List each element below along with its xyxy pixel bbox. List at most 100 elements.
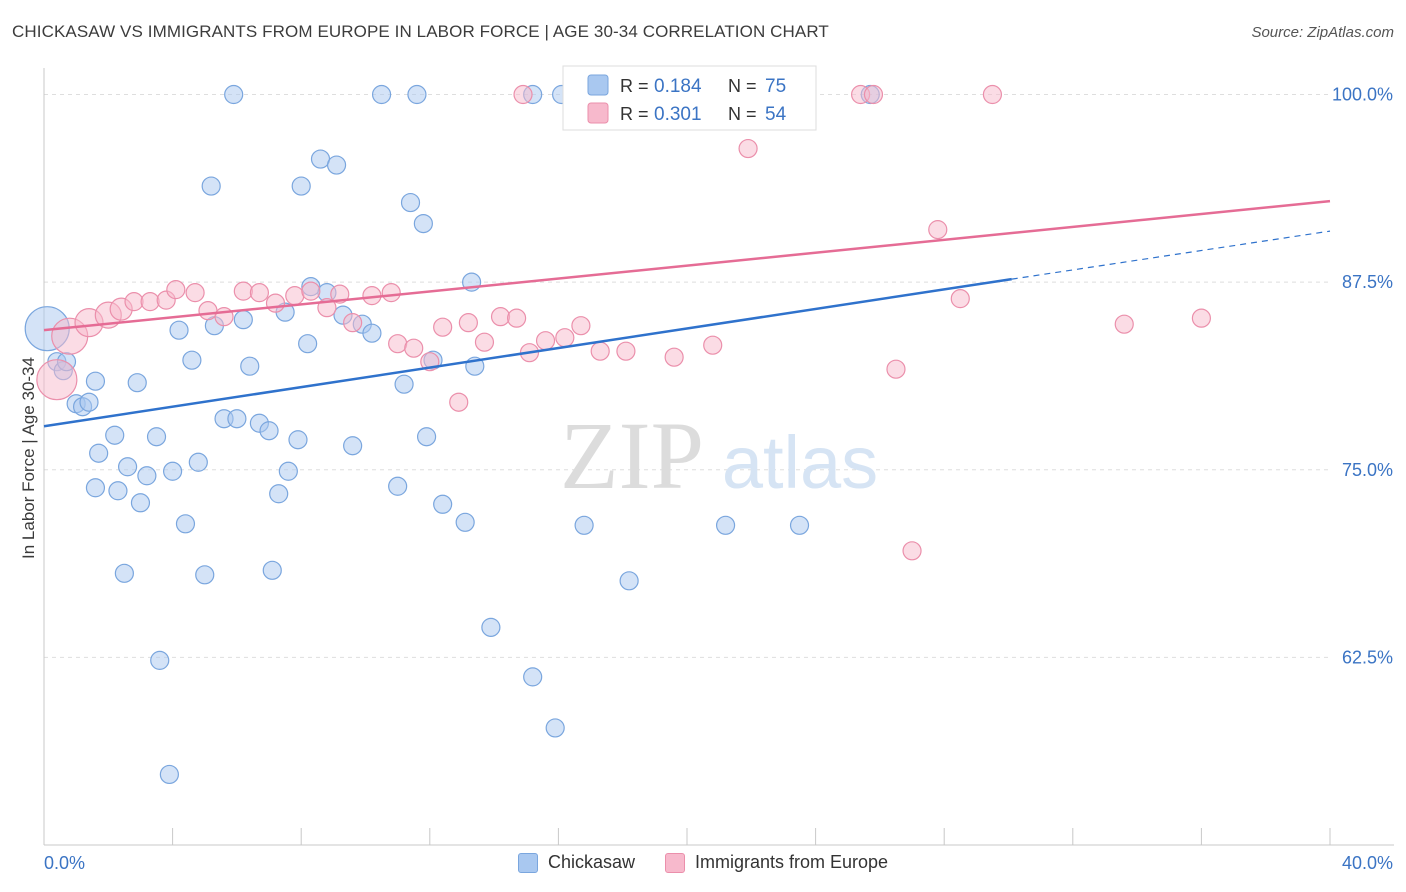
europe-point-26 — [449, 392, 469, 412]
chickasaw-point-38 — [288, 430, 308, 450]
chickasaw-point-70 — [789, 515, 810, 535]
europe-point-5 — [124, 292, 144, 312]
europe-point-21 — [381, 283, 401, 303]
chickasaw-point-20 — [163, 461, 183, 481]
chickasaw-point-61 — [481, 617, 501, 637]
europe-point-0 — [36, 359, 78, 401]
chickasaw-point-13 — [114, 563, 134, 583]
europe-point-34 — [571, 316, 591, 336]
europe-point-48 — [950, 289, 970, 309]
chickasaw-point-55 — [416, 427, 437, 447]
chickasaw-point-64 — [545, 718, 565, 738]
watermark-atlas: atlas — [722, 421, 878, 504]
legend-n-label-1: N = — [728, 76, 757, 96]
chickasaw-point-34 — [262, 560, 282, 580]
chickasaw-point-63 — [523, 667, 543, 687]
legend-r-label-2: R = — [620, 104, 649, 124]
legend-label-chickasaw: Chickasaw — [547, 852, 635, 872]
europe-point-8 — [166, 280, 186, 300]
y-tick-label-3: 100.0% — [1332, 85, 1393, 105]
europe-point-14 — [265, 293, 286, 313]
chickasaw-point-19 — [159, 764, 179, 785]
watermark: ZIP atlas — [560, 402, 878, 509]
europe-point-51 — [1191, 308, 1212, 328]
chickasaw-point-57 — [433, 494, 453, 514]
chickasaw-point-12 — [117, 457, 138, 477]
europe-point-28 — [474, 332, 495, 352]
trend-chickasaw — [43, 277, 1012, 428]
europe-point-46 — [902, 541, 922, 561]
chickasaw-point-24 — [188, 452, 208, 472]
chickasaw-point-39 — [291, 176, 311, 196]
trend-europe — [43, 199, 1331, 332]
chickasaw-point-37 — [278, 461, 298, 481]
europe-point-25 — [433, 317, 453, 337]
chickasaw-point-51 — [394, 374, 414, 394]
trend-chickasaw-extension — [1011, 230, 1331, 280]
chickasaw-point-31 — [240, 356, 260, 376]
chickasaw-point-14 — [127, 373, 147, 393]
chickasaw-point-26 — [201, 176, 221, 196]
europe-point-29 — [490, 307, 511, 327]
europe-point-49 — [982, 84, 1003, 105]
chickasaw-point-46 — [343, 436, 363, 456]
europe-point-47 — [928, 220, 948, 240]
legend-n-label-2: N = — [728, 104, 757, 124]
europe-point-33 — [555, 328, 575, 348]
chickasaw-point-54 — [413, 213, 433, 234]
chickasaw-point-52 — [400, 192, 421, 213]
stats-legend: R = 0.184 N = 75 R = 0.301 N = 54 — [562, 65, 817, 131]
europe-point-35 — [590, 341, 610, 361]
chickasaw-point-17 — [146, 427, 167, 447]
europe-point-40 — [703, 335, 723, 355]
chickasaw-point-7 — [85, 371, 106, 391]
series-legend: Chickasaw Immigrants from Europe — [0, 852, 1406, 873]
legend-swatch-europe — [664, 852, 685, 873]
europe-point-50 — [1114, 314, 1134, 334]
europe-point-44 — [863, 84, 884, 105]
chickasaw-point-40 — [298, 334, 318, 354]
legend-label-europe: Immigrants from Europe — [694, 852, 889, 872]
trend-lines — [43, 199, 1331, 428]
grid-lines — [44, 94, 1330, 658]
europe-point-27 — [458, 313, 478, 333]
europe-point-53 — [513, 84, 533, 105]
europe-point-22 — [388, 334, 408, 354]
chickasaw-point-16 — [137, 466, 157, 486]
europe-point-45 — [886, 359, 906, 379]
chickasaw-point-22 — [175, 514, 196, 534]
europe-point-15 — [285, 286, 305, 306]
legend-item-chickasaw: Chickasaw — [517, 852, 635, 873]
chickasaw-point-35 — [269, 484, 289, 504]
europe-point-36 — [616, 341, 636, 361]
legend-n-value-1: 75 — [765, 76, 786, 97]
chickasaw-point-25 — [195, 565, 215, 585]
europe-point-19 — [343, 313, 363, 333]
europe-point-10 — [198, 301, 218, 321]
chickasaw-point-6 — [79, 392, 99, 412]
chickasaw-point-21 — [169, 320, 189, 340]
europe-point-9 — [185, 283, 205, 303]
chickasaw-point-48 — [362, 323, 382, 343]
y-tick-label-0: 62.5% — [1342, 647, 1393, 667]
legend-r-label-1: R = — [620, 76, 649, 96]
europe-point-18 — [330, 284, 350, 304]
y-axis-label: In Labor Force | Age 30-34 — [19, 357, 38, 559]
chickasaw-point-68 — [715, 515, 736, 535]
chickasaw-point-50 — [388, 476, 408, 496]
y-tick-label-1: 75.0% — [1342, 460, 1393, 480]
legend-item-europe: Immigrants from Europe — [664, 852, 889, 873]
chickasaw-point-49 — [371, 84, 392, 105]
chickasaw-point-44 — [326, 155, 347, 175]
chart-title: CHICKASAW VS IMMIGRANTS FROM EUROPE IN L… — [12, 22, 829, 41]
chickasaw-point-53 — [407, 84, 427, 105]
europe-point-30 — [507, 308, 527, 328]
chickasaw-point-8 — [89, 443, 109, 463]
europe-point-32 — [535, 331, 556, 351]
legend-n-value-2: 54 — [765, 104, 787, 125]
legend-r-value-1: 0.184 — [654, 76, 702, 97]
chickasaw-point-33 — [259, 421, 279, 441]
chickasaw-point-15 — [130, 493, 151, 513]
legend-swatch-blue — [587, 74, 609, 96]
